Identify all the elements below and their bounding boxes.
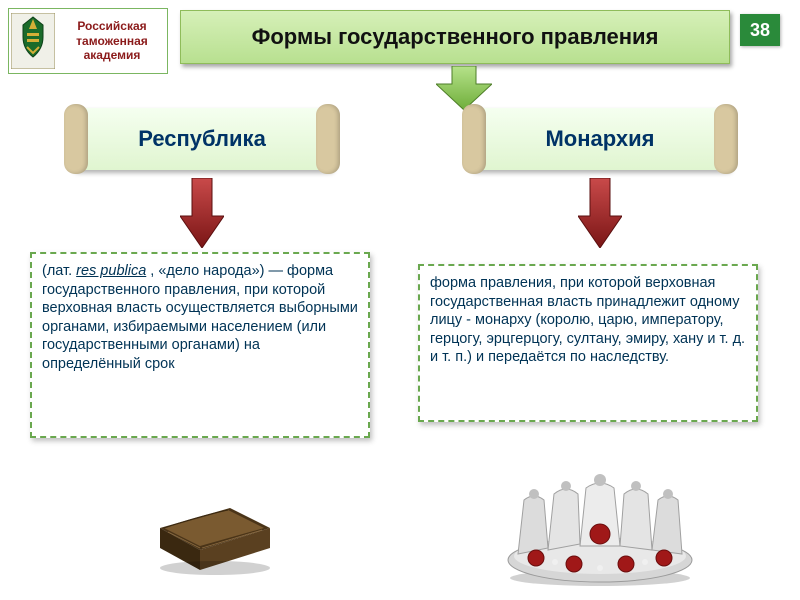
branch-left-label: Республика — [138, 126, 266, 152]
branch-right-header: Монархия — [470, 108, 730, 170]
institution-name: Российская таможенная академия — [59, 19, 165, 62]
desc-body: , «дело народа») — форма государственног… — [42, 263, 358, 372]
desc-emphasis: res publica — [76, 263, 146, 279]
page-number-badge: 38 — [740, 14, 780, 46]
crown-icon — [490, 470, 710, 590]
branch-left-description: (лат. res publica , «дело народа») — фор… — [30, 252, 370, 438]
branch-left-header: Республика — [72, 108, 332, 170]
slide-title: Формы государственного правления — [180, 10, 730, 64]
arrow-down-red-icon — [578, 178, 622, 248]
desc-body: форма правления, при которой верховная г… — [430, 275, 745, 365]
branch-right-description: форма правления, при которой верховная г… — [418, 264, 758, 422]
book-icon — [140, 458, 290, 578]
institution-box: Российская таможенная академия — [8, 8, 168, 74]
branch-right-label: Монархия — [545, 126, 654, 152]
desc-prefix: (лат. — [42, 263, 72, 279]
arrow-down-red-icon — [180, 178, 224, 248]
arrow-down-icon — [436, 66, 492, 110]
emblem-icon — [11, 13, 55, 69]
